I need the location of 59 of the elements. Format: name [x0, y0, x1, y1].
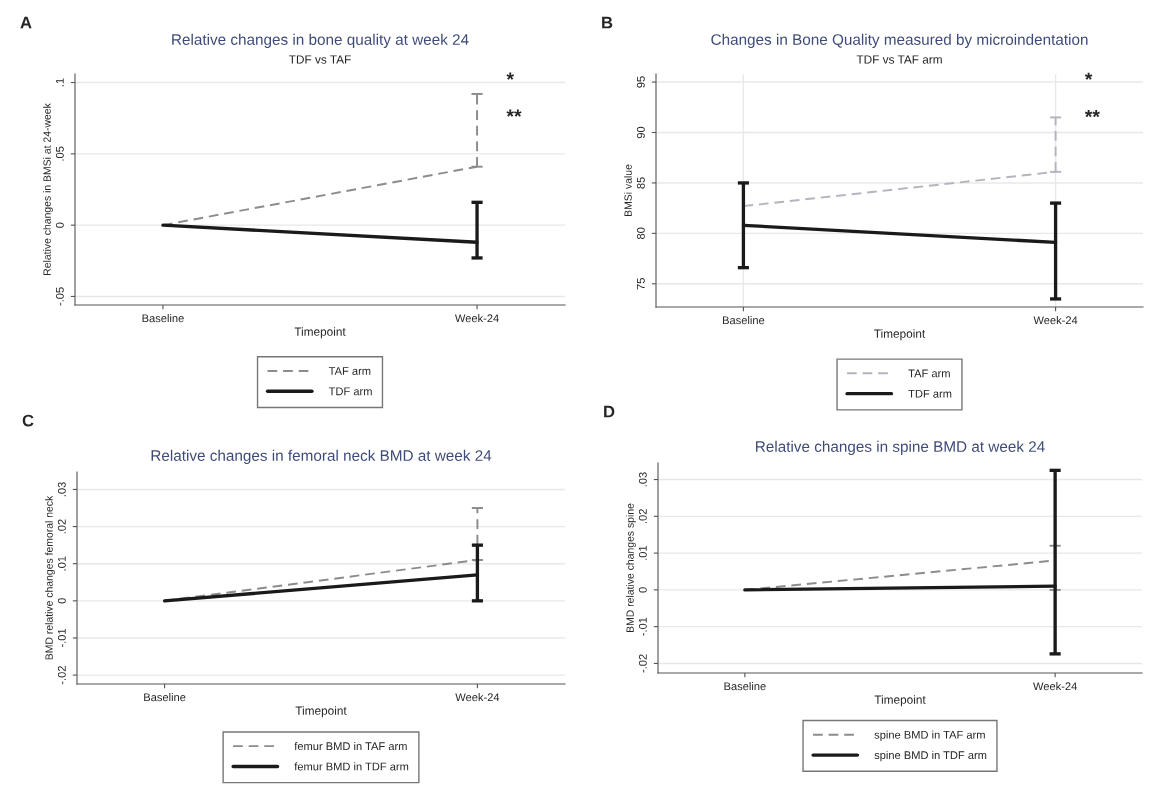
legend-label: TDF arm — [908, 389, 952, 398]
annotation: ** — [1084, 109, 1100, 118]
y-tick-label: 80 — [636, 227, 645, 240]
chart-subtitle: TDF vs TAF arm — [856, 55, 942, 64]
annotation: * — [1084, 72, 1093, 80]
y-tick-label: 0 — [638, 587, 647, 593]
annotation: * — [506, 72, 514, 80]
x-tick-label: Baseline — [723, 316, 765, 325]
y-axis-title: BMD relative changes femoral neck — [45, 495, 55, 660]
y-tick-label: .05 — [55, 146, 64, 161]
legend-label: femur BMD in TAF arm — [294, 741, 407, 751]
legend-label: TDF arm — [328, 387, 372, 396]
x-tick-label: Week-24 — [455, 693, 500, 702]
y-tick-label: 75 — [637, 278, 645, 290]
annotation: ** — [506, 109, 522, 117]
y-tick-label: .03 — [57, 482, 66, 497]
y-tick-label: .02 — [638, 509, 647, 524]
y-tick-label: 95 — [636, 76, 645, 88]
legend-label: femur BMD in TDF arm — [294, 762, 409, 771]
y-tick-label: .1 — [56, 78, 64, 87]
text: B — [602, 16, 613, 29]
y-tick-label: -.01 — [57, 628, 66, 648]
chart-title: Changes in Bone Quality measured by microindentation — [711, 33, 1088, 48]
x-tick-label: Baseline — [144, 693, 186, 702]
y-tick-label: .01 — [57, 556, 66, 571]
chart-title: Relative changes in femoral neck BMD at week 24 — [151, 449, 492, 464]
x-tick-label: Week-24 — [1033, 316, 1078, 325]
y-tick-label: .02 — [57, 519, 66, 534]
x-axis-title: Timepoint — [874, 695, 926, 707]
y-tick-label: -.01 — [638, 617, 647, 636]
legend-label: TAF arm — [908, 369, 950, 378]
text: C — [22, 414, 34, 427]
y-axis-title: Relative changes in BMSi at 24-week — [43, 103, 53, 275]
y-tick-label: -.02 — [57, 666, 66, 685]
y-tick-label: 85 — [636, 177, 645, 189]
y-tick-label: 0 — [55, 222, 64, 228]
y-tick-label: .01 — [638, 545, 647, 560]
chart-title: Relative changes in spine BMD at week 24 — [756, 440, 1045, 455]
x-tick-label: Baseline — [142, 314, 184, 323]
legend-label: TAF arm — [328, 367, 371, 375]
legend-label: spine BMD in TAF arm — [874, 730, 985, 741]
y-tick-label: 0 — [57, 598, 66, 604]
legend-label: spine BMD in TDF arm — [874, 750, 987, 762]
y-tick-label: -.02 — [638, 654, 647, 673]
x-axis-title: Timepoint — [874, 329, 926, 341]
x-tick-label: Week-24 — [1033, 682, 1077, 691]
chart-title: Relative changes in bone quality at week 24 — [172, 33, 469, 48]
text: D — [604, 405, 615, 418]
chart-subtitle: TDF vs TAF — [289, 55, 351, 64]
x-axis-title: Timepoint — [294, 327, 346, 339]
text: A — [20, 16, 32, 29]
y-tick-label: -.05 — [55, 287, 64, 306]
y-tick-label: 90 — [636, 126, 645, 139]
y-tick-label: .03 — [638, 472, 647, 487]
x-tick-label: Week-24 — [454, 314, 499, 323]
x-axis-title: Timepoint — [295, 706, 347, 718]
y-axis-title: BMSi value — [624, 164, 632, 216]
x-tick-label: Baseline — [724, 682, 766, 691]
y-axis-title: BMD relative changes spine — [626, 503, 636, 632]
